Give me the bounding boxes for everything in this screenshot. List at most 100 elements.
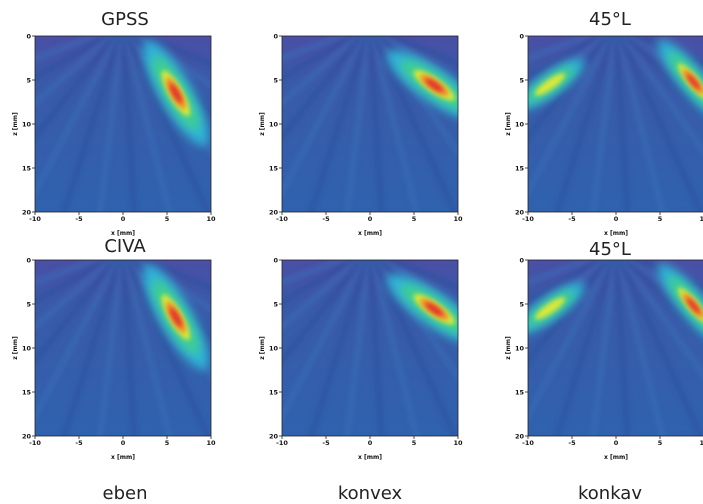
fan-streak xyxy=(621,260,703,340)
x-tick-label: 5 xyxy=(658,215,663,223)
y-tick-label: 15 xyxy=(22,388,32,396)
panel: -10 -5 0 5 10 0 5 10 15 20 x [mm] z [mm] xyxy=(259,32,463,237)
panel: -10 -5 0 5 10 0 5 10 15 20 x [mm] z [mm] xyxy=(12,256,216,461)
x-tick-label: 0 xyxy=(614,439,619,447)
x-tick-label: -5 xyxy=(75,439,83,447)
fan-streak xyxy=(35,36,117,107)
fan-streak xyxy=(35,36,112,82)
y-tick-label: 10 xyxy=(515,120,525,128)
label: konkav xyxy=(578,483,642,504)
fan-streak xyxy=(282,36,364,107)
fan-streak xyxy=(97,260,125,436)
y-tick-label: 5 xyxy=(273,300,278,308)
y-tick-label: 0 xyxy=(273,256,278,264)
y-tick-label: 15 xyxy=(515,164,525,172)
fan-streak xyxy=(367,260,385,436)
x-tick-label: 10 xyxy=(206,215,216,223)
x-tick-label: 5 xyxy=(165,215,170,223)
y-tick-label: 5 xyxy=(26,76,31,84)
x-tick-label: -10 xyxy=(522,439,534,447)
y-tick-label: 0 xyxy=(26,256,31,264)
fan-streak xyxy=(631,36,703,68)
beam-lobe xyxy=(534,297,566,320)
fan-streak xyxy=(590,36,618,212)
x-tick-label: 5 xyxy=(412,439,417,447)
heatmap xyxy=(528,36,703,212)
y-tick-label: 15 xyxy=(22,164,32,172)
fan-streak xyxy=(371,260,458,436)
fan-streak xyxy=(613,36,631,212)
y-axis-label: z [mm] xyxy=(259,112,266,136)
heatmap xyxy=(35,36,211,212)
beam-lobe xyxy=(534,73,566,96)
label: 45°L xyxy=(589,239,631,260)
fan-streak xyxy=(617,260,703,436)
fan-streak xyxy=(621,36,703,116)
y-axis-label: z [mm] xyxy=(259,336,266,360)
label: 45°L xyxy=(589,9,631,30)
fan-streak xyxy=(282,36,366,142)
fan-streak xyxy=(97,36,125,212)
fan-streak xyxy=(554,260,616,436)
x-tick-label: 5 xyxy=(165,439,170,447)
x-tick-label: -5 xyxy=(568,439,576,447)
fan-streak xyxy=(528,260,598,286)
fan-streak xyxy=(61,260,123,436)
fan-streak xyxy=(367,36,385,212)
fan-streak xyxy=(371,36,458,212)
beam-lobe xyxy=(686,297,701,314)
heatmap xyxy=(35,260,211,436)
fan-streak xyxy=(625,36,703,89)
fan-streak xyxy=(124,260,211,436)
x-tick-label: 10 xyxy=(699,439,703,447)
x-tick-label: 5 xyxy=(412,215,417,223)
x-tick-label: 10 xyxy=(699,215,703,223)
fan-streak xyxy=(35,260,117,331)
fan-streak xyxy=(369,260,420,436)
y-tick-label: 15 xyxy=(515,388,525,396)
y-axis-label: z [mm] xyxy=(12,112,19,136)
fan-streak xyxy=(282,260,359,306)
panel: -10 -5 0 5 10 0 5 10 15 20 x [mm] z [mm] xyxy=(12,32,216,237)
beam-lobe xyxy=(169,83,182,103)
x-tick-label: -5 xyxy=(568,215,576,223)
heatmap xyxy=(528,260,703,436)
x-tick-label: 10 xyxy=(453,439,463,447)
fan-streak xyxy=(308,260,370,436)
y-tick-label: 10 xyxy=(269,120,279,128)
x-tick-label: 0 xyxy=(368,215,373,223)
y-axis-label: z [mm] xyxy=(505,112,512,136)
x-tick-label: -10 xyxy=(522,215,534,223)
beam-lobe xyxy=(686,73,701,90)
panel: -10 -5 0 5 10 0 5 10 15 20 x [mm] z [mm] xyxy=(505,256,703,461)
fan-streak xyxy=(35,260,122,422)
fan-streak xyxy=(282,36,369,198)
x-tick-label: -5 xyxy=(75,215,83,223)
x-tick-label: -5 xyxy=(322,215,330,223)
fan-streak xyxy=(35,36,119,142)
y-tick-label: 20 xyxy=(515,208,525,216)
fan-streak xyxy=(528,36,615,198)
fan-streak xyxy=(590,260,618,436)
x-tick-label: -10 xyxy=(276,215,288,223)
fan-streak xyxy=(528,260,612,366)
heatmap xyxy=(282,260,458,436)
x-tick-label: 5 xyxy=(658,439,663,447)
x-tick-label: 0 xyxy=(368,439,373,447)
fan-streak xyxy=(625,260,703,313)
y-tick-label: 20 xyxy=(22,208,32,216)
fan-streak xyxy=(35,36,105,62)
y-tick-label: 20 xyxy=(515,432,525,440)
y-tick-label: 5 xyxy=(519,76,524,84)
y-tick-label: 5 xyxy=(273,76,278,84)
fan-streak xyxy=(613,260,631,436)
fan-streak xyxy=(615,36,666,212)
fan-streak xyxy=(282,260,369,422)
y-tick-label: 15 xyxy=(269,388,279,396)
fan-streak xyxy=(528,36,598,62)
x-axis-label: x [mm] xyxy=(111,230,135,237)
fan-streak xyxy=(528,260,610,331)
fan-streak xyxy=(35,260,112,306)
x-axis-label: x [mm] xyxy=(358,230,382,237)
fan-streak xyxy=(554,36,616,212)
